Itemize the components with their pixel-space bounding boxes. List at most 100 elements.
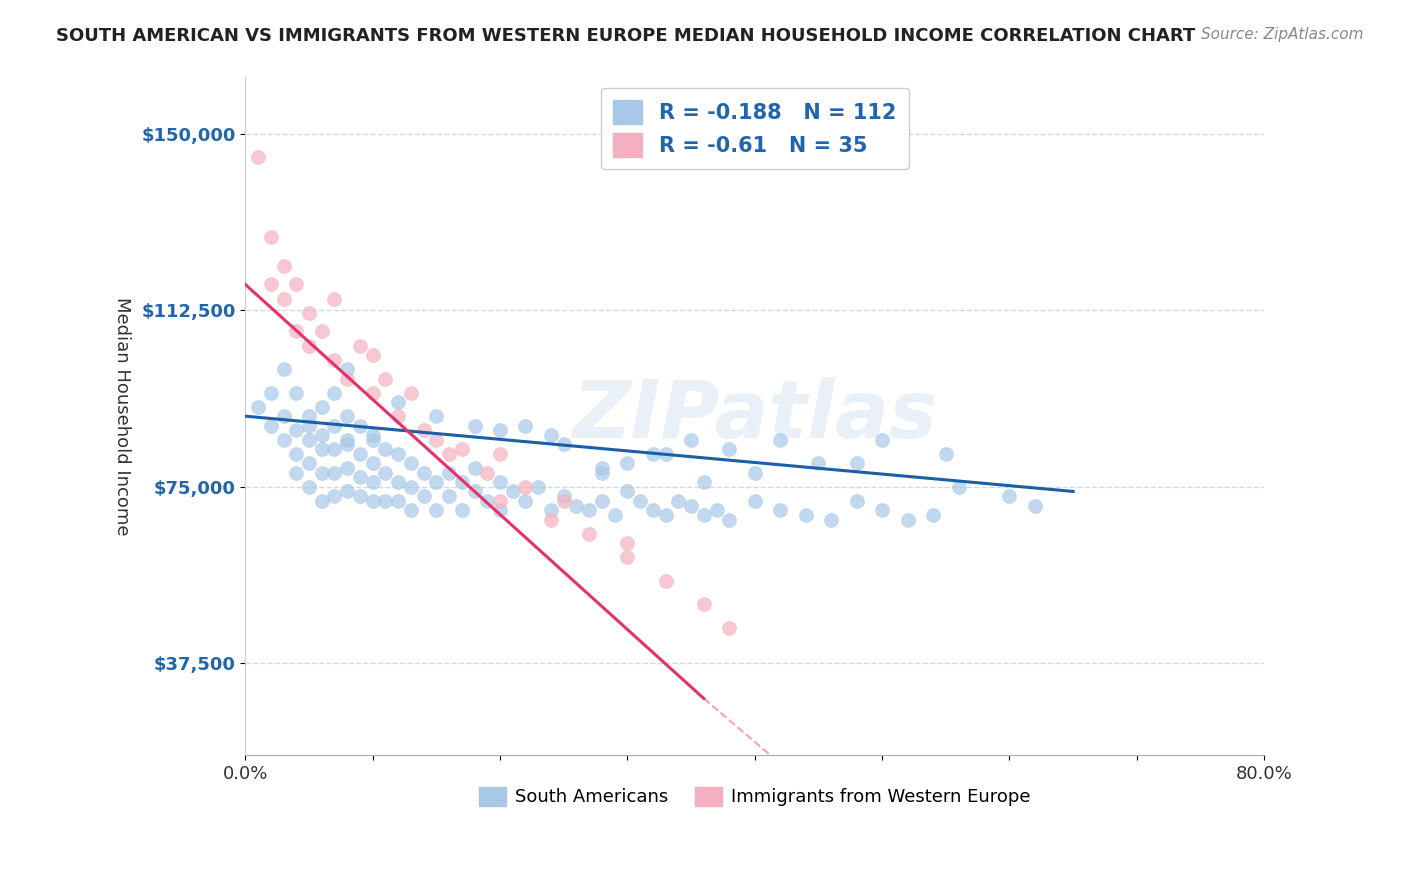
Point [361,385,384,400]
Point [323,292,346,306]
Point [387,395,409,409]
Point [298,338,321,352]
Point [870,503,893,517]
Point [374,442,396,456]
Point [285,447,308,461]
Point [870,433,893,447]
Point [311,325,333,339]
Point [374,371,396,385]
Point [425,433,447,447]
Point [807,456,830,470]
Text: ZIPatlas: ZIPatlas [572,377,938,455]
Point [285,385,308,400]
Point [616,456,638,470]
Point [553,489,575,503]
Point [412,489,434,503]
Point [935,447,957,461]
Point [399,480,422,494]
Point [591,493,613,508]
Point [399,385,422,400]
Point [489,447,512,461]
Point [437,447,460,461]
Point [387,447,409,461]
Point [273,433,295,447]
Point [336,371,359,385]
Point [298,456,321,470]
Point [502,484,524,499]
Point [412,466,434,480]
Point [769,503,792,517]
Point [349,447,371,461]
Point [425,409,447,424]
Point [464,461,486,475]
Point [628,493,651,508]
Point [540,428,562,442]
Point [311,466,333,480]
Point [553,437,575,451]
Point [298,409,321,424]
Point [922,508,945,522]
Point [616,484,638,499]
Point [349,338,371,352]
Point [349,418,371,433]
Point [489,475,512,489]
Point [527,480,550,494]
Point [744,466,766,480]
Y-axis label: Median Household Income: Median Household Income [114,297,131,535]
Point [845,493,868,508]
Point [298,418,321,433]
Point [681,499,703,513]
Point [336,484,359,499]
Point [323,385,346,400]
Point [998,489,1021,503]
Point [273,259,295,273]
Point [425,475,447,489]
Point [311,442,333,456]
Point [769,433,792,447]
Point [387,409,409,424]
Point [744,493,766,508]
Point [311,428,333,442]
Point [489,423,512,437]
Point [336,437,359,451]
Point [323,466,346,480]
Point [311,400,333,414]
Point [336,362,359,376]
Point [374,493,396,508]
Point [273,409,295,424]
Point [1024,499,1046,513]
Point [260,230,283,244]
Point [298,306,321,320]
Point [298,480,321,494]
Point [591,461,613,475]
Text: Source: ZipAtlas.com: Source: ZipAtlas.com [1201,27,1364,42]
Point [515,418,537,433]
Point [387,475,409,489]
Point [323,352,346,367]
Point [641,447,664,461]
Text: SOUTH AMERICAN VS IMMIGRANTS FROM WESTERN EUROPE MEDIAN HOUSEHOLD INCOME CORRELA: SOUTH AMERICAN VS IMMIGRANTS FROM WESTER… [56,27,1195,45]
Point [464,484,486,499]
Point [450,475,472,489]
Point [654,447,676,461]
Point [285,466,308,480]
Point [260,385,283,400]
Point [706,503,728,517]
Point [948,480,970,494]
Point [693,508,716,522]
Point [666,493,689,508]
Point [845,456,868,470]
Point [285,423,308,437]
Point [654,574,676,588]
Point [450,442,472,456]
Point [336,433,359,447]
Point [897,513,920,527]
Point [273,362,295,376]
Point [425,503,447,517]
Point [399,456,422,470]
Point [820,513,842,527]
Point [578,503,600,517]
Point [285,325,308,339]
Point [477,466,499,480]
Point [616,550,638,565]
